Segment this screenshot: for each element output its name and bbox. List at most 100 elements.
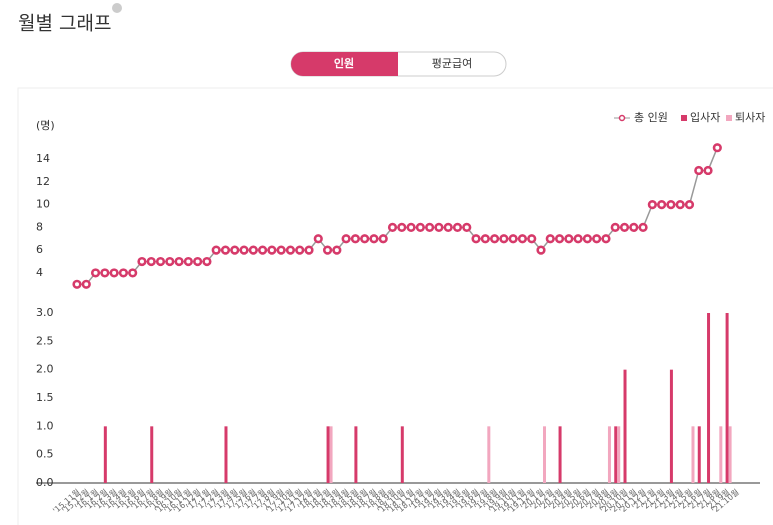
marker bbox=[81, 279, 91, 289]
marker bbox=[332, 245, 342, 255]
bar bbox=[697, 426, 701, 483]
y-axis-label: (명) bbox=[36, 119, 55, 132]
y-tick-label: 3.0 bbox=[36, 306, 54, 319]
bar bbox=[623, 369, 627, 483]
marker bbox=[629, 222, 639, 232]
y-tick-label: 8 bbox=[36, 220, 43, 233]
bar bbox=[558, 426, 562, 483]
marker bbox=[452, 222, 463, 232]
marker bbox=[295, 245, 305, 255]
y-tick-label: 14 bbox=[36, 152, 50, 165]
marker bbox=[146, 256, 156, 267]
marker bbox=[425, 222, 435, 232]
y-tick-label: 1.5 bbox=[36, 391, 54, 404]
marker bbox=[118, 268, 128, 278]
marker bbox=[480, 234, 490, 244]
y-tick-label: 2.0 bbox=[36, 363, 54, 376]
info-icon[interactable] bbox=[112, 3, 122, 13]
legend-label: 입사자 bbox=[690, 111, 720, 124]
marker bbox=[647, 200, 657, 210]
marker bbox=[406, 222, 416, 232]
marker bbox=[712, 143, 722, 153]
marker bbox=[137, 256, 147, 267]
y-tick-label: 1.0 bbox=[36, 419, 54, 432]
legend-label: 퇴사자 bbox=[735, 111, 765, 124]
marker bbox=[258, 245, 268, 255]
panel bbox=[17, 87, 773, 525]
bar bbox=[329, 426, 333, 483]
tab[interactable]: 인원 bbox=[334, 56, 354, 70]
marker bbox=[267, 245, 277, 255]
y-tick-label: 2.5 bbox=[36, 334, 54, 347]
bar bbox=[487, 426, 491, 483]
bar bbox=[669, 369, 673, 483]
marker bbox=[387, 222, 398, 232]
bar bbox=[617, 426, 621, 483]
bar bbox=[725, 313, 729, 483]
marker bbox=[360, 234, 370, 244]
marker bbox=[239, 245, 249, 255]
y-tick-label: 10 bbox=[36, 198, 50, 211]
marker bbox=[230, 245, 240, 255]
marker bbox=[341, 234, 351, 244]
bar bbox=[326, 426, 330, 483]
marker bbox=[490, 234, 500, 244]
marker bbox=[601, 234, 611, 244]
tab[interactable]: 평균급여 bbox=[432, 57, 472, 70]
marker bbox=[471, 234, 481, 244]
bar bbox=[728, 426, 732, 483]
legend-swatch bbox=[726, 115, 732, 121]
marker bbox=[610, 222, 620, 232]
marker bbox=[304, 245, 314, 255]
marker bbox=[443, 222, 453, 232]
marker bbox=[675, 200, 685, 210]
marker bbox=[100, 268, 110, 278]
bar bbox=[543, 426, 546, 483]
tab-active[interactable] bbox=[291, 52, 398, 76]
marker bbox=[378, 234, 388, 244]
marker bbox=[499, 234, 509, 244]
marker bbox=[666, 200, 676, 210]
marker bbox=[573, 234, 583, 244]
marker bbox=[248, 245, 258, 255]
marker bbox=[434, 222, 444, 232]
marker bbox=[527, 234, 537, 244]
bar bbox=[607, 426, 611, 483]
marker bbox=[369, 234, 379, 244]
marker bbox=[174, 256, 184, 267]
bar bbox=[707, 313, 711, 483]
marker bbox=[545, 234, 555, 244]
marker bbox=[183, 256, 193, 267]
marker bbox=[313, 234, 323, 244]
marker bbox=[90, 268, 101, 278]
marker bbox=[638, 222, 648, 232]
marker bbox=[165, 256, 175, 267]
line bbox=[77, 147, 719, 286]
marker bbox=[592, 234, 602, 244]
legend-marker bbox=[618, 114, 626, 122]
marker bbox=[536, 245, 546, 255]
marker bbox=[285, 245, 296, 255]
marker bbox=[322, 245, 333, 255]
y-tick-label: 4 bbox=[36, 266, 43, 279]
marker bbox=[211, 245, 221, 255]
bar bbox=[614, 426, 618, 483]
marker bbox=[397, 222, 407, 232]
marker bbox=[128, 268, 138, 278]
marker bbox=[276, 245, 286, 255]
bar bbox=[354, 426, 358, 483]
marker bbox=[202, 256, 212, 267]
y-tick-label: 0.0 bbox=[36, 476, 54, 489]
marker bbox=[350, 234, 361, 244]
marker bbox=[462, 222, 472, 232]
bar bbox=[691, 426, 695, 483]
marker bbox=[554, 234, 565, 244]
bar bbox=[400, 426, 404, 483]
marker bbox=[415, 222, 425, 232]
marker bbox=[72, 279, 82, 289]
y-tick-label: 0.5 bbox=[36, 448, 54, 461]
marker bbox=[517, 234, 528, 244]
marker bbox=[657, 200, 667, 210]
y-tick-label: 12 bbox=[36, 175, 50, 188]
